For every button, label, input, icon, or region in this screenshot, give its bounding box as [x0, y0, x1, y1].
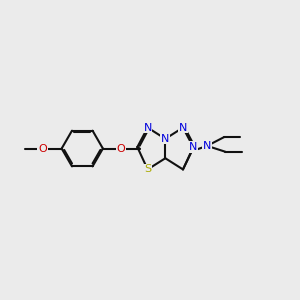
Text: N: N — [203, 141, 211, 151]
Text: N: N — [179, 123, 187, 133]
Text: N: N — [161, 134, 170, 144]
Text: O: O — [116, 143, 125, 154]
Text: O: O — [38, 143, 47, 154]
Text: N: N — [143, 123, 152, 133]
Text: O: O — [38, 143, 47, 154]
Text: O: O — [116, 143, 125, 154]
Text: N: N — [189, 142, 197, 152]
Text: S: S — [144, 164, 151, 174]
